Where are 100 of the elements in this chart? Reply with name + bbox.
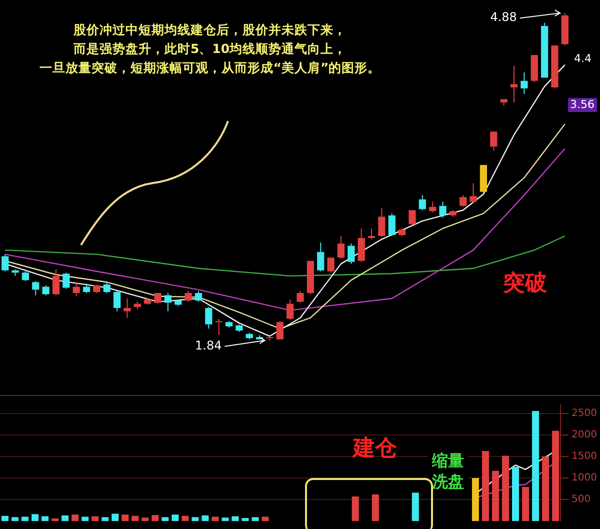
bar — [532, 411, 540, 521]
annotation: 洗盘 — [428, 472, 468, 492]
bar — [152, 514, 159, 521]
bar — [112, 514, 119, 521]
bar — [232, 516, 239, 521]
annotation: 缩量 — [428, 451, 468, 470]
candlestick — [378, 207, 386, 238]
bar — [352, 496, 359, 521]
bar — [162, 517, 169, 521]
candlestick — [286, 299, 294, 320]
bar — [542, 456, 550, 521]
candlestick — [174, 299, 182, 307]
candlestick — [520, 72, 528, 94]
candlestick — [429, 201, 436, 213]
text: 4.4 — [573, 52, 592, 66]
y-tick-label: 2500 — [572, 408, 598, 420]
bar — [492, 470, 499, 521]
annotation: 突破 — [502, 271, 548, 298]
bar — [72, 514, 79, 521]
bar — [212, 516, 219, 521]
bar — [472, 478, 479, 521]
candlestick — [500, 99, 508, 106]
bar — [182, 516, 189, 521]
text: 3.56 — [568, 98, 596, 112]
bar — [222, 518, 229, 521]
candlestick — [358, 228, 365, 262]
candlestick — [93, 284, 100, 294]
candlestick — [368, 228, 376, 240]
candlestick — [205, 306, 212, 330]
bar — [52, 518, 59, 521]
annotation: 而是强势盘升，此时5、10均线顺势通气向上， — [72, 41, 348, 56]
bar — [132, 516, 139, 521]
bar — [242, 518, 249, 521]
candlestick — [337, 236, 345, 260]
annotation: 股价冲过中短期均线建仓后，股价并未跌下来， — [72, 22, 348, 37]
candlestick — [480, 164, 488, 194]
candlestick — [276, 320, 284, 340]
annotation: 建仓 — [350, 436, 398, 462]
candlestick — [317, 242, 324, 272]
y-tick-label: 1000 — [572, 472, 598, 484]
candlestick — [439, 201, 446, 218]
candlestick — [266, 336, 274, 341]
bar — [412, 492, 419, 521]
bar — [22, 516, 29, 521]
bar — [202, 515, 209, 521]
bar — [2, 516, 9, 521]
candlestick — [490, 132, 498, 152]
candlestick — [134, 301, 141, 310]
candlestick — [32, 280, 40, 296]
candlestick — [388, 212, 396, 236]
candlestick — [194, 290, 202, 302]
candlestick — [164, 292, 172, 312]
candlestick — [408, 210, 416, 226]
bar — [262, 516, 269, 521]
candlestick — [124, 298, 131, 318]
candlestick — [460, 194, 467, 208]
bar — [252, 517, 259, 521]
y-tick-label: 500 — [572, 494, 591, 506]
candlestick — [348, 243, 355, 264]
candlestick — [540, 22, 548, 78]
bar — [122, 514, 129, 521]
bar — [32, 514, 39, 521]
candlestick — [103, 282, 110, 294]
candlestick — [2, 254, 9, 272]
candlestick — [510, 65, 518, 103]
bar — [172, 514, 179, 521]
candlestick — [82, 282, 90, 294]
candlestick — [246, 332, 253, 340]
bar — [192, 517, 199, 521]
bar — [142, 518, 149, 521]
candlestick — [551, 46, 558, 89]
candlestick — [306, 260, 314, 295]
bar — [502, 456, 509, 521]
candlestick — [72, 282, 80, 297]
bar — [512, 466, 520, 521]
candlestick — [215, 318, 222, 336]
bar — [552, 430, 560, 521]
y-tick-label: 2000 — [572, 430, 598, 441]
candlestick — [236, 324, 243, 332]
candlestick — [154, 292, 162, 304]
bar — [482, 450, 489, 521]
bar — [62, 515, 69, 521]
candlestick — [470, 182, 477, 204]
candlestick — [398, 228, 406, 236]
bar — [92, 516, 99, 521]
bar — [12, 517, 19, 521]
bar — [372, 494, 379, 521]
candlestick — [561, 12, 568, 46]
candlestick — [184, 290, 192, 302]
bar — [522, 487, 530, 521]
candlestick — [52, 268, 60, 296]
y-tick-label: 1500 — [572, 451, 598, 462]
candlestick — [113, 290, 121, 312]
candlestick — [62, 272, 70, 290]
bar — [82, 516, 89, 521]
candlestick — [12, 268, 19, 276]
bar — [42, 516, 49, 521]
bar — [102, 517, 109, 521]
annotation: 一旦放量突破，短期涨幅可观，从而形成“美人肩”的图形。 — [38, 60, 382, 75]
candlestick — [418, 194, 426, 211]
